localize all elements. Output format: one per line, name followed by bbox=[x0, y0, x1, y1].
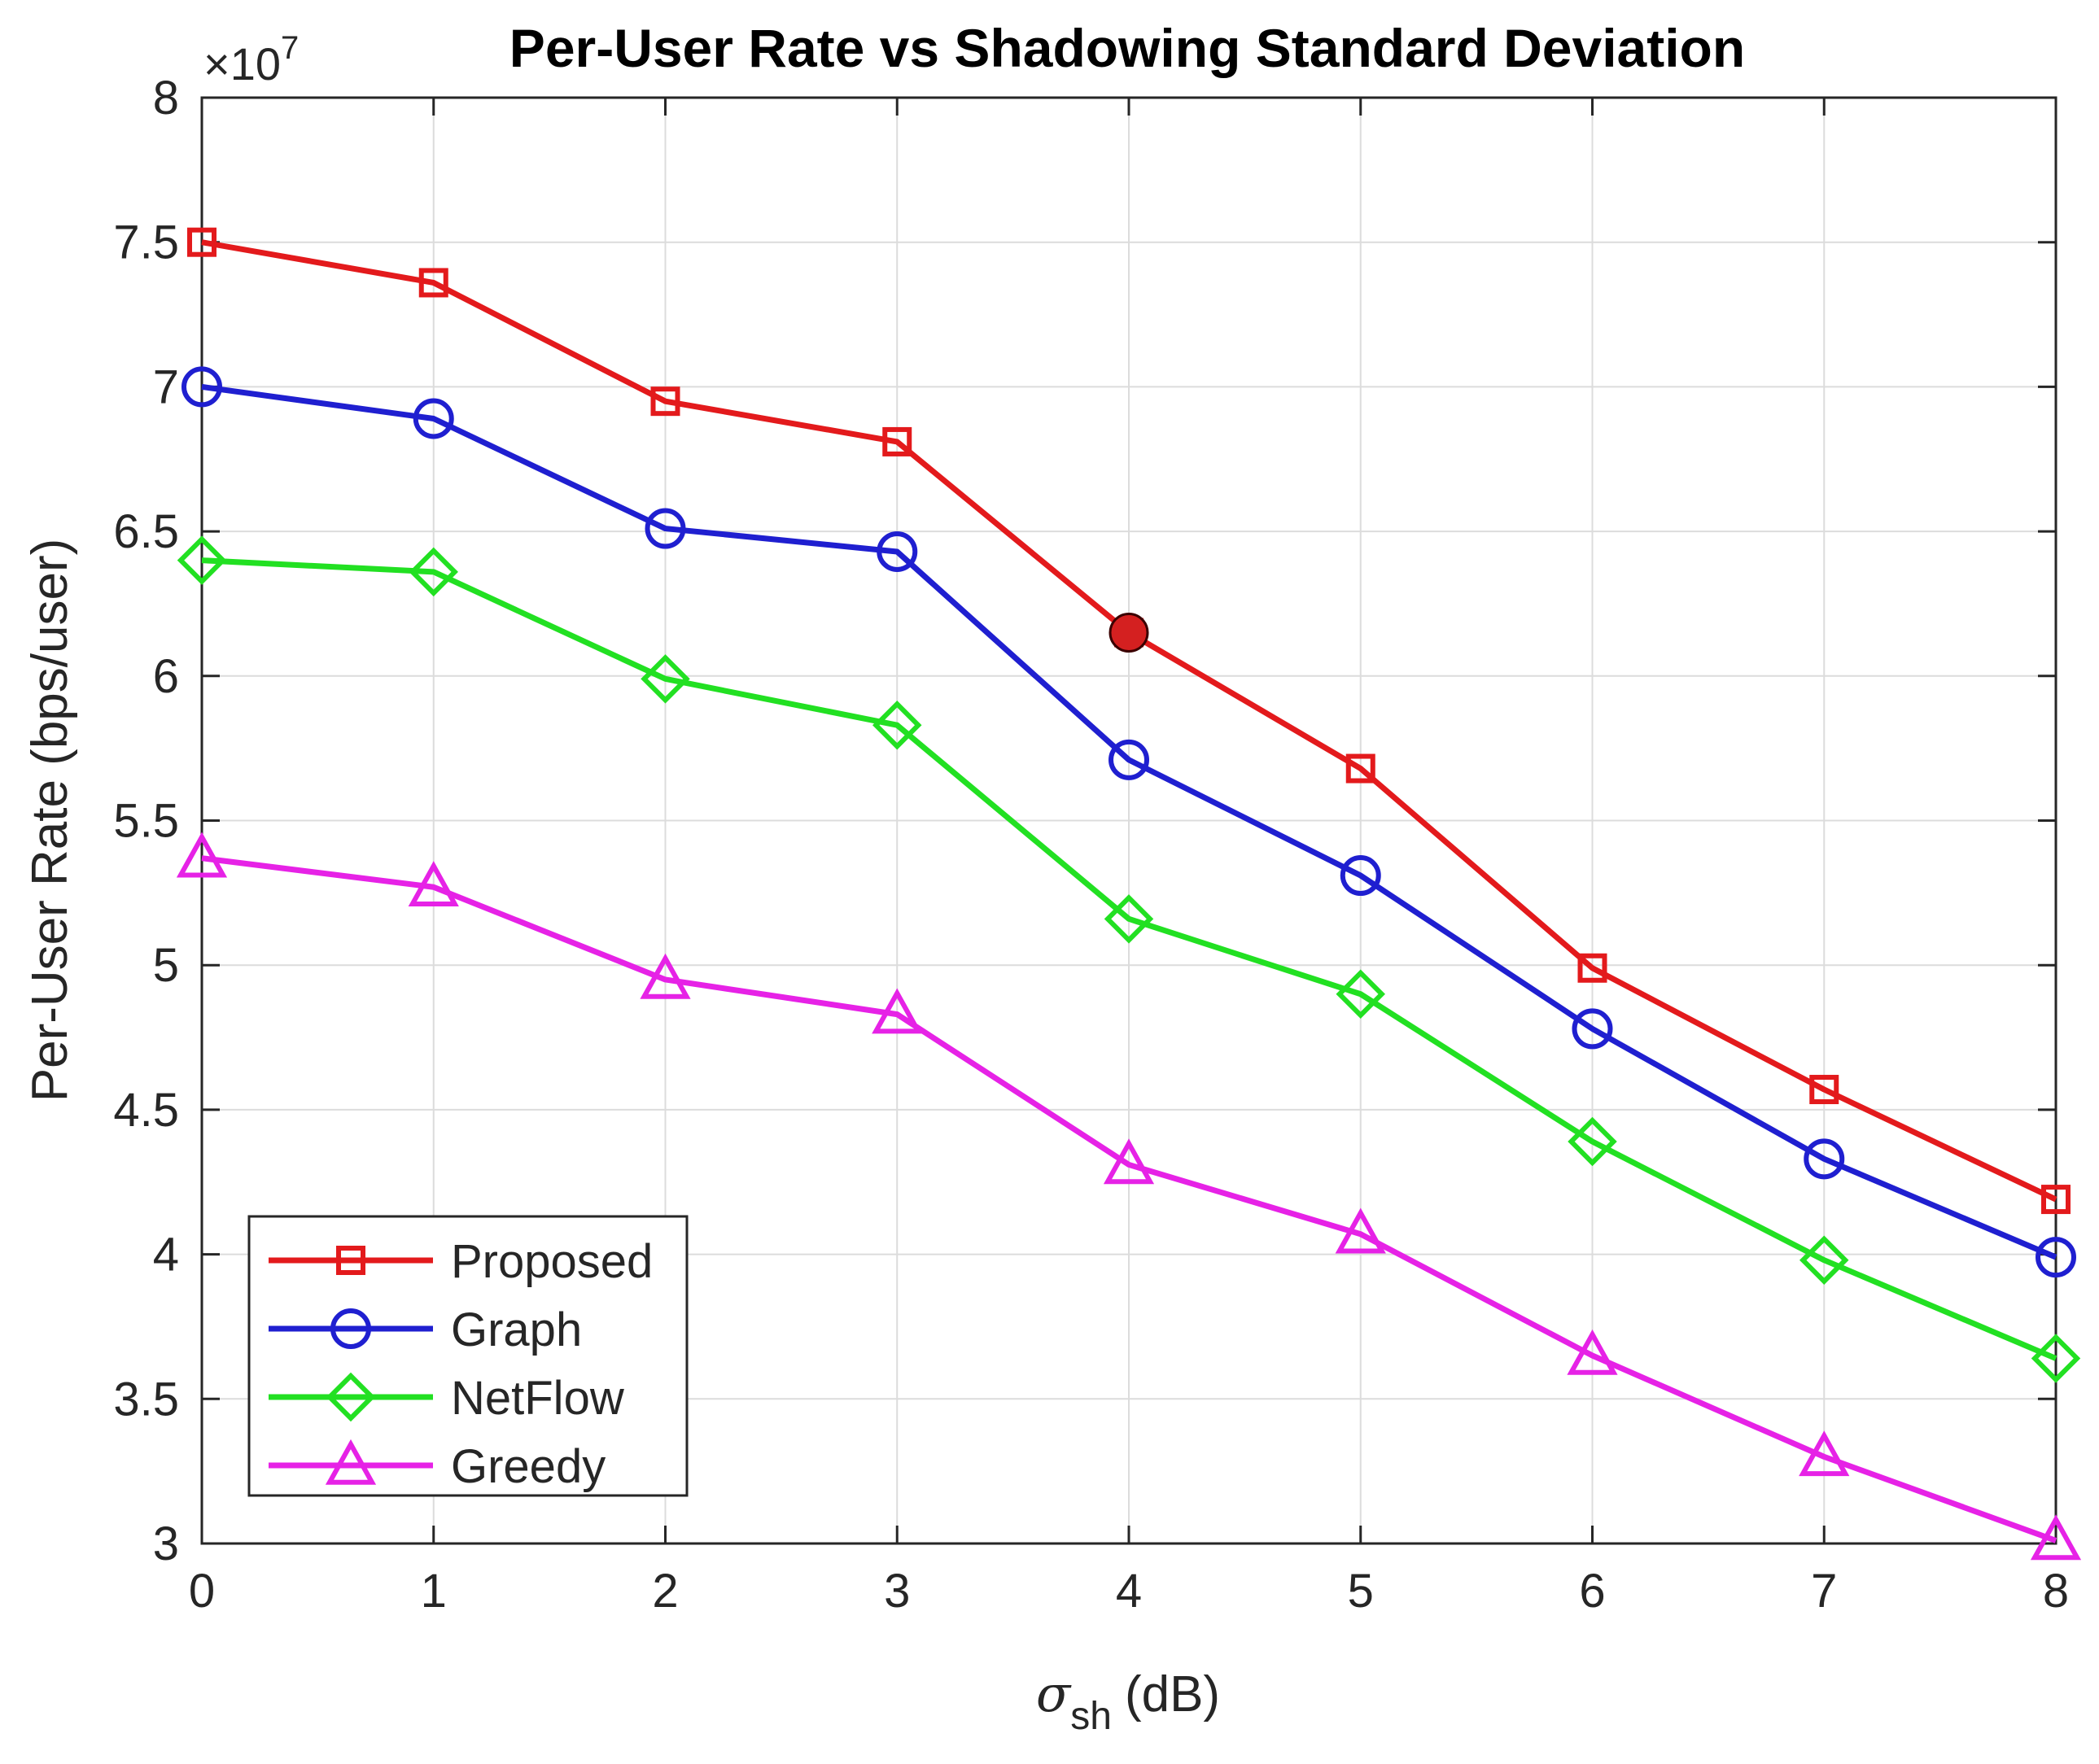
point-netflow bbox=[1336, 969, 1385, 1019]
series-greedy bbox=[176, 832, 2082, 1561]
point-greedy bbox=[2030, 1514, 2082, 1561]
point-proposed bbox=[1809, 1075, 1839, 1105]
x-tick-label: 7 bbox=[1811, 1565, 1837, 1618]
point-greedy bbox=[1799, 1430, 1850, 1477]
point-graph bbox=[645, 508, 686, 549]
x-tick-label: 0 bbox=[189, 1565, 215, 1618]
point-graph bbox=[877, 531, 918, 572]
point-proposed bbox=[1577, 953, 1607, 983]
y-tick-label: 7 bbox=[153, 360, 179, 413]
legend: Proposed Graph NetFlow Greedy bbox=[247, 1215, 689, 1497]
y-exponent: ×107 bbox=[203, 30, 299, 90]
y-exponent-power: 7 bbox=[281, 30, 299, 66]
y-tick-label: 5 bbox=[153, 939, 179, 992]
point-netflow bbox=[872, 700, 922, 750]
plot-area: 0 1 2 3 4 5 6 7 8 3 3.5 4 4.5 5 5.5 6 6.5 7 7.5 8 bbox=[113, 72, 2082, 1618]
point-graph bbox=[1340, 855, 1381, 897]
y-tick-label: 4.5 bbox=[113, 1084, 179, 1137]
y-tick-label: 3 bbox=[153, 1517, 179, 1570]
point-greedy bbox=[640, 953, 691, 999]
x-axis-symbol: σ bbox=[1036, 1664, 1072, 1723]
y-tick-label: 6 bbox=[153, 650, 179, 703]
x-axis-unit: (dB) bbox=[1125, 1666, 1220, 1723]
point-netflow bbox=[1799, 1235, 1849, 1285]
legend-marker-graph bbox=[330, 1308, 371, 1349]
point-graph bbox=[1804, 1138, 1845, 1180]
chart-title: Per-User Rate vs Shadowing Standard Devi… bbox=[509, 18, 1745, 78]
point-graph bbox=[1109, 739, 1149, 780]
highlight-point bbox=[1109, 612, 1149, 653]
x-axis-label: σsh (dB) bbox=[1036, 1664, 1220, 1738]
line-greedy bbox=[201, 855, 2057, 1544]
x-axis-subscript: sh bbox=[1070, 1695, 1112, 1738]
legend-marker-netflow bbox=[326, 1372, 376, 1422]
point-greedy bbox=[1103, 1138, 1155, 1185]
series-netflow bbox=[177, 535, 2081, 1383]
point-greedy bbox=[176, 832, 228, 878]
point-greedy bbox=[408, 861, 459, 907]
point-greedy bbox=[1567, 1329, 1618, 1375]
point-proposed bbox=[187, 227, 216, 257]
x-tick-label: 2 bbox=[652, 1565, 678, 1618]
point-netflow bbox=[1104, 894, 1154, 944]
x-tick-label: 5 bbox=[1348, 1565, 1374, 1618]
line-graph bbox=[201, 383, 2057, 1260]
point-netflow bbox=[2031, 1334, 2081, 1383]
y-axis-label: Per-User Rate (bps/user) bbox=[22, 539, 78, 1102]
legend-label-greedy: Greedy bbox=[451, 1440, 606, 1493]
legend-label-netflow: NetFlow bbox=[451, 1372, 625, 1425]
point-graph bbox=[181, 366, 222, 408]
point-netflow bbox=[1568, 1116, 1617, 1167]
point-graph bbox=[2036, 1237, 2076, 1278]
point-proposed bbox=[650, 386, 680, 417]
point-proposed bbox=[882, 426, 912, 456]
point-netflow bbox=[177, 535, 227, 585]
series-lines bbox=[176, 227, 2082, 1561]
point-greedy bbox=[872, 988, 923, 1034]
x-tick-label: 4 bbox=[1116, 1565, 1142, 1618]
y-tick-label: 4 bbox=[153, 1229, 179, 1282]
point-graph bbox=[413, 398, 454, 439]
y-tick-label: 3.5 bbox=[113, 1373, 179, 1426]
point-proposed bbox=[1345, 753, 1375, 784]
point-graph bbox=[1572, 1008, 1613, 1050]
legend-label-proposed: Proposed bbox=[451, 1235, 653, 1288]
point-proposed bbox=[2041, 1185, 2071, 1215]
axis-ticks: 0 1 2 3 4 5 6 7 8 3 3.5 4 4.5 5 5.5 6 6.5 7 7.5 8 bbox=[113, 72, 2069, 1618]
y-tick-label: 6.5 bbox=[113, 505, 179, 558]
point-netflow bbox=[641, 654, 690, 704]
y-tick-label: 8 bbox=[153, 72, 179, 124]
point-greedy bbox=[1335, 1207, 1386, 1254]
series-graph bbox=[181, 366, 2076, 1278]
y-tick-label: 5.5 bbox=[113, 795, 179, 848]
x-tick-label: 1 bbox=[421, 1565, 447, 1618]
y-exponent-base: ×10 bbox=[203, 38, 281, 90]
line-netflow bbox=[201, 557, 2057, 1361]
x-tick-label: 3 bbox=[884, 1565, 910, 1618]
legend-marker-proposed bbox=[336, 1246, 365, 1275]
y-tick-label: 7.5 bbox=[113, 216, 179, 269]
point-proposed bbox=[418, 268, 448, 298]
legend-label-graph: Graph bbox=[451, 1303, 582, 1356]
x-tick-label: 8 bbox=[2043, 1565, 2069, 1618]
point-netflow bbox=[409, 547, 458, 597]
x-tick-label: 6 bbox=[1579, 1565, 1605, 1618]
legend-marker-greedy bbox=[325, 1439, 377, 1485]
